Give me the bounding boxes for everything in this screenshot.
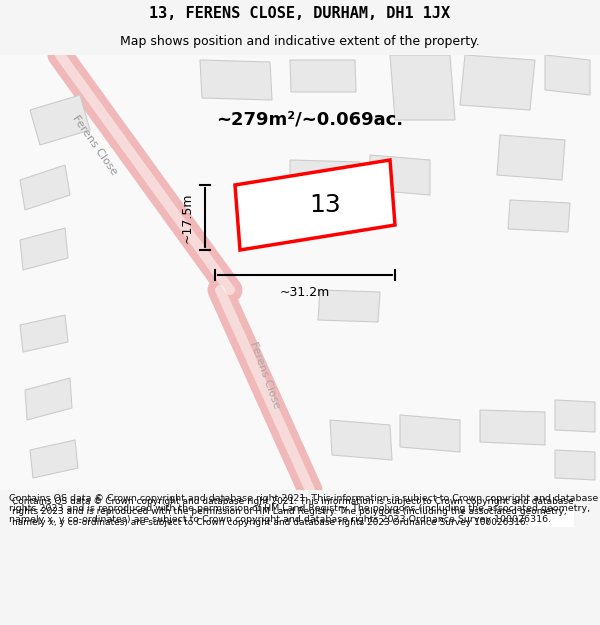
Polygon shape	[318, 290, 380, 322]
Polygon shape	[20, 315, 68, 352]
Polygon shape	[30, 440, 78, 478]
Polygon shape	[390, 55, 455, 120]
Polygon shape	[480, 410, 545, 445]
Polygon shape	[545, 55, 590, 95]
Text: Map shows position and indicative extent of the property.: Map shows position and indicative extent…	[120, 35, 480, 48]
Polygon shape	[555, 450, 595, 480]
Polygon shape	[20, 165, 70, 210]
Text: ~17.5m: ~17.5m	[181, 192, 193, 242]
Polygon shape	[290, 60, 356, 92]
Text: ~279m²/~0.069ac.: ~279m²/~0.069ac.	[217, 111, 404, 129]
Text: Contains OS data © Crown copyright and database right 2021. This information is : Contains OS data © Crown copyright and d…	[9, 494, 598, 524]
Polygon shape	[200, 60, 272, 100]
Polygon shape	[0, 55, 600, 490]
Polygon shape	[460, 55, 535, 110]
Polygon shape	[508, 200, 570, 232]
Polygon shape	[497, 135, 565, 180]
Polygon shape	[370, 155, 430, 195]
Text: 13: 13	[309, 193, 341, 217]
Polygon shape	[400, 415, 460, 452]
Polygon shape	[330, 420, 392, 460]
Polygon shape	[25, 378, 72, 420]
Text: ~31.2m: ~31.2m	[280, 286, 330, 299]
Text: Ferens Close: Ferens Close	[71, 113, 119, 177]
Text: 13, FERENS CLOSE, DURHAM, DH1 1JX: 13, FERENS CLOSE, DURHAM, DH1 1JX	[149, 6, 451, 21]
Polygon shape	[30, 95, 90, 145]
Polygon shape	[235, 160, 395, 250]
Text: Contains OS data © Crown copyright and database right 2021. This information is : Contains OS data © Crown copyright and d…	[12, 497, 574, 526]
Polygon shape	[290, 160, 360, 195]
Polygon shape	[20, 228, 68, 270]
Text: Ferens Close: Ferens Close	[248, 340, 282, 410]
Polygon shape	[555, 400, 595, 432]
